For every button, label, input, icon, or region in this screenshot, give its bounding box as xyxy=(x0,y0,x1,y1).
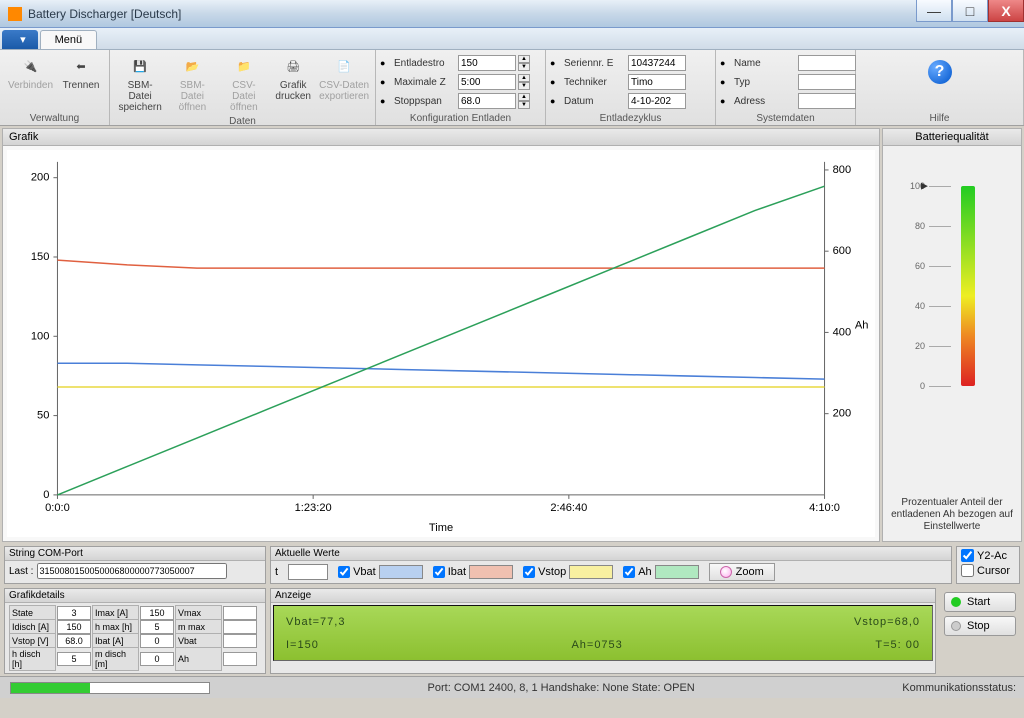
maximize-button[interactable]: □ xyxy=(952,0,988,22)
svg-text:2:46:40: 2:46:40 xyxy=(550,502,587,514)
svg-text:Time: Time xyxy=(429,522,453,534)
status-port: Port: COM1 2400, 8, 1 Handshake: None St… xyxy=(220,682,902,694)
stop-dot-icon xyxy=(951,621,961,631)
werte-title: Aktuelle Werte xyxy=(271,547,951,561)
group-daten-label: Daten xyxy=(114,115,371,128)
svg-text:200: 200 xyxy=(31,172,50,184)
quality-caption: Prozentualer Anteil der entladenen Ah be… xyxy=(883,493,1021,541)
comport-panel: String COM-Port Last : xyxy=(4,546,266,584)
group-verwaltung-label: Verwaltung xyxy=(4,112,105,125)
axis-options-panel: Y2-Ac Cursor xyxy=(956,546,1020,584)
action-buttons: Start Stop xyxy=(940,588,1020,674)
stop-button[interactable]: Stop xyxy=(944,616,1016,636)
disconnect-icon: ⬅ xyxy=(69,54,93,78)
lcd-t: T=5: 00 xyxy=(875,639,920,651)
close-button[interactable]: X xyxy=(988,0,1024,22)
trennen-button[interactable]: ⬅ Trennen xyxy=(57,52,105,112)
sbm-open-button[interactable]: 📂SBM-Datei öffnen xyxy=(166,52,218,115)
details-title: Grafikdetails xyxy=(5,589,265,603)
ribbon: 🔌 Verbinden ⬅ Trennen Verwaltung 💾SBM-Da… xyxy=(0,50,1024,126)
folder-icon: 📁 xyxy=(232,54,256,78)
quality-panel: Batteriequalität 100806040200▶ Prozentua… xyxy=(882,128,1022,542)
zoom-icon xyxy=(720,566,732,578)
lcd-vbat: Vbat=77,3 xyxy=(286,616,345,628)
save-icon: 💾 xyxy=(128,54,152,78)
t-input[interactable] xyxy=(288,564,328,580)
lcd-vstop: Vstop=68,0 xyxy=(854,616,920,628)
comport-value[interactable] xyxy=(37,563,227,579)
chart-canvas: 0 50 100 150 200 200 400 600 800 Ah 0:0:0 1:23:20 2:… xyxy=(7,150,875,537)
werte-panel: Aktuelle Werte t Vbat Ibat Vstop Ah Zoom xyxy=(270,546,952,584)
connect-icon: 🔌 xyxy=(19,54,43,78)
legend-ibat[interactable]: Ibat xyxy=(433,565,513,579)
titlebar: Battery Discharger [Deutsch] — □ X xyxy=(0,0,1024,28)
quality-bar xyxy=(961,186,975,386)
verbinden-button[interactable]: 🔌 Verbinden xyxy=(4,52,57,112)
lcd-panel: Anzeige Vbat=77,3 Vstop=68,0 I=150 Ah=0753… xyxy=(270,588,936,674)
svg-text:600: 600 xyxy=(833,245,852,257)
svg-text:150: 150 xyxy=(31,251,50,263)
svg-text:200: 200 xyxy=(833,408,852,420)
status-bar: Port: COM1 2400, 8, 1 Handshake: None St… xyxy=(0,676,1024,698)
export-icon: 📄 xyxy=(332,54,356,78)
details-panel: Grafikdetails StateImax [A]VmaxIdisch [A… xyxy=(4,588,266,674)
print-icon: 🖨 xyxy=(281,54,305,78)
comport-label: Last : xyxy=(9,566,33,577)
y2-checkbox[interactable]: Y2-Ac xyxy=(961,549,1007,562)
legend-ah[interactable]: Ah xyxy=(623,565,698,579)
status-comm: Kommunikationsstatus: xyxy=(902,682,1024,694)
lcd-title: Anzeige xyxy=(271,589,935,603)
quality-title: Batteriequalität xyxy=(883,129,1021,146)
file-tab[interactable]: ▾ xyxy=(2,30,38,49)
t-label: t xyxy=(275,566,278,578)
chart-panel: Grafik 0 50 100 150 200 200 400 600 800 Ah 0:0:0 1:… xyxy=(2,128,880,542)
comport-title: String COM-Port xyxy=(5,547,265,561)
svg-text:400: 400 xyxy=(833,326,852,338)
progress-bar xyxy=(10,682,210,694)
svg-text:50: 50 xyxy=(37,410,49,422)
tab-row: ▾ Menü xyxy=(0,28,1024,50)
svg-text:1:23:20: 1:23:20 xyxy=(295,502,332,514)
cursor-checkbox[interactable]: Cursor xyxy=(961,564,1010,577)
legend-vbat[interactable]: Vbat xyxy=(338,565,423,579)
svg-text:0:0:0: 0:0:0 xyxy=(45,502,70,514)
chart-title: Grafik xyxy=(3,129,879,146)
svg-text:Ah: Ah xyxy=(855,319,869,331)
lcd-i: I=150 xyxy=(286,639,319,651)
zoom-button[interactable]: Zoom xyxy=(709,563,775,581)
group-zyklus-label: Entladezyklus xyxy=(550,112,711,125)
window-title: Battery Discharger [Deutsch] xyxy=(28,7,916,21)
csv-open-button[interactable]: 📁CSV-Datei öffnen xyxy=(219,52,270,115)
lcd-display: Vbat=77,3 Vstop=68,0 I=150 Ah=0753 T=5: 00 xyxy=(273,605,933,661)
menu-tab[interactable]: Menü xyxy=(40,30,98,49)
legend-vstop[interactable]: Vstop xyxy=(523,565,613,579)
group-system-label: Systemdaten xyxy=(720,112,851,125)
svg-text:0: 0 xyxy=(43,489,49,501)
group-hilfe-label: Hilfe xyxy=(860,112,1019,125)
minimize-button[interactable]: — xyxy=(916,0,952,22)
csv-export-button[interactable]: 📄CSV-Daten exportieren xyxy=(317,52,371,115)
lcd-ah: Ah=0753 xyxy=(571,639,622,651)
open-icon: 📂 xyxy=(180,54,204,78)
group-konfig-label: Konfiguration Entladen xyxy=(380,112,541,125)
svg-text:800: 800 xyxy=(833,164,852,176)
grafik-drucken-button[interactable]: 🖨Grafik drucken xyxy=(269,52,317,115)
app-icon xyxy=(8,7,22,21)
start-button[interactable]: Start xyxy=(944,592,1016,612)
svg-text:100: 100 xyxy=(31,330,50,342)
start-dot-icon xyxy=(951,597,961,607)
sbm-save-button[interactable]: 💾SBM-Datei speichern xyxy=(114,52,166,115)
svg-text:4:10:0: 4:10:0 xyxy=(809,502,840,514)
help-icon[interactable]: ? xyxy=(928,60,952,84)
